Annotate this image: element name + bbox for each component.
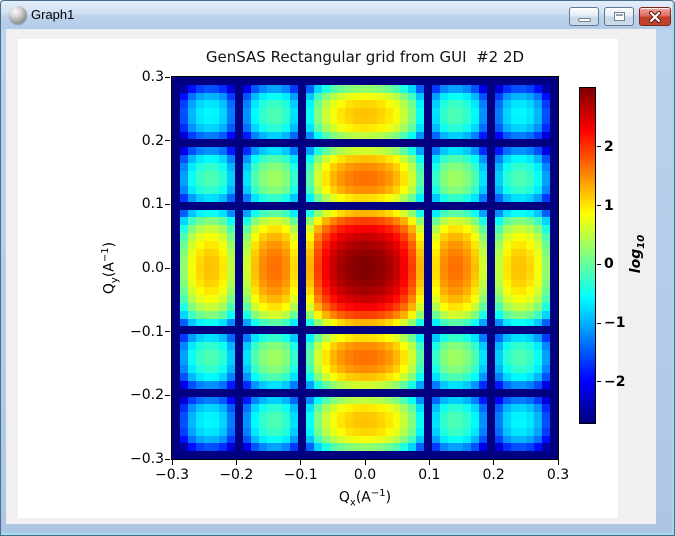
- x-tick-mark: [428, 460, 430, 465]
- maximize-button[interactable]: [604, 7, 634, 26]
- colorbar-tick-label: 0: [604, 256, 614, 273]
- close-icon: [648, 10, 662, 23]
- figure: GenSAS Rectangular grid from GUI #2 2D Q…: [18, 39, 647, 518]
- y-tick-label: 0.1: [141, 196, 164, 213]
- x-tick-label: 0.3: [546, 467, 570, 483]
- x-tick-label: −0.2: [219, 467, 254, 483]
- minimize-button[interactable]: [569, 7, 599, 26]
- x-tick-label: 0.1: [418, 467, 441, 483]
- colorbar: [580, 88, 595, 423]
- colorbar-tick-label: 1: [604, 197, 614, 214]
- colorbar-tick-label: 2: [604, 138, 614, 155]
- close-button[interactable]: [639, 7, 671, 26]
- y-tick-mark: [165, 331, 170, 333]
- y-axis-label: Qy(A−1): [100, 241, 121, 295]
- window-controls: [569, 7, 671, 26]
- colorbar-frame: [579, 87, 596, 424]
- minimize-icon: [577, 17, 591, 22]
- colorbar-tick-label: −2: [604, 373, 626, 390]
- y-tick-label: −0.2: [130, 387, 164, 404]
- client-area: GenSAS Rectangular grid from GUI #2 2D Q…: [6, 29, 656, 524]
- colorbar-tick-mark: [597, 381, 601, 383]
- y-tick-mark: [165, 76, 170, 78]
- y-tick-mark: [165, 140, 170, 142]
- plot-title: GenSAS Rectangular grid from GUI #2 2D: [205, 48, 525, 66]
- colorbar-tick-mark: [597, 263, 601, 265]
- y-tick-mark: [165, 394, 170, 396]
- y-tick-label: −0.1: [130, 323, 164, 340]
- y-tick-label: −0.3: [130, 451, 164, 467]
- y-tick-mark: [165, 203, 170, 205]
- x-tick-mark: [364, 460, 366, 465]
- colorbar-label: log10: [628, 234, 647, 274]
- colorbar-tick-mark: [597, 322, 601, 324]
- x-tick-label: 0.0: [353, 467, 377, 483]
- y-tick-label: 0.3: [141, 69, 164, 85]
- x-tick-mark: [235, 460, 237, 465]
- heatmap-canvas[interactable]: [172, 77, 558, 459]
- y-tick-mark: [165, 458, 170, 460]
- restore-icon: [613, 12, 625, 21]
- y-tick-label: 0.2: [141, 132, 164, 149]
- y-tick-mark: [165, 267, 170, 269]
- x-tick-mark: [557, 460, 559, 465]
- x-tick-mark: [300, 460, 302, 465]
- x-tick-label: 0.2: [482, 467, 505, 483]
- colorbar-tick-label: −1: [604, 315, 626, 332]
- axes-frame: [171, 76, 559, 460]
- colorbar-tick-mark: [597, 205, 601, 207]
- titlebar[interactable]: Graph1: [1, 1, 674, 29]
- x-tick-mark: [493, 460, 495, 465]
- x-tick-label: −0.3: [155, 467, 189, 483]
- window-title: Graph1: [31, 7, 75, 22]
- x-tick-label: −0.1: [283, 467, 318, 483]
- y-tick-label: 0.0: [141, 260, 164, 276]
- x-axis-label: Qx(A−1): [338, 488, 392, 509]
- sphere-icon: [9, 6, 27, 24]
- x-tick-mark: [171, 460, 173, 465]
- colorbar-tick-mark: [597, 146, 601, 148]
